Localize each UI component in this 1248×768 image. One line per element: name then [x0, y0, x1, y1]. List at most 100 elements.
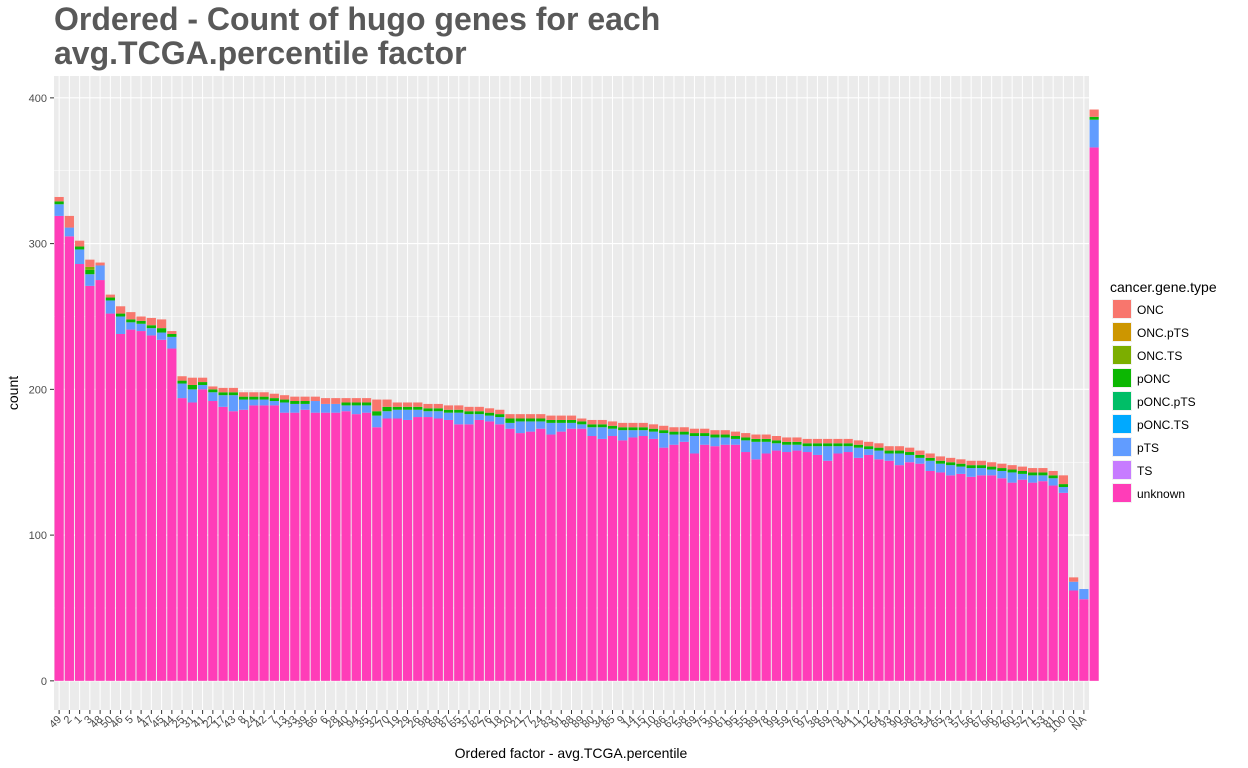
bar-segment-pTS	[505, 422, 515, 429]
bar-segment-pTS	[146, 328, 156, 336]
bar-segment-pTS	[238, 399, 249, 410]
bar-segment-pONC	[269, 398, 279, 402]
bar-segment-unknown	[864, 454, 874, 681]
bar-segment-unknown	[484, 421, 495, 681]
bar-segment-ONC	[956, 459, 966, 464]
bar-segment-ONC	[454, 405, 464, 410]
bar-segment-ONC	[741, 433, 751, 438]
bar-segment-unknown	[802, 452, 812, 681]
bar-segment-ONC	[382, 399, 392, 407]
bar-segment-pTS	[628, 430, 638, 438]
bar-segment-unknown	[382, 418, 392, 681]
bar-segment-unknown	[54, 215, 64, 681]
bar-segment-ONC	[64, 215, 74, 228]
legend-label-pONC.TS: pONC.TS	[1137, 418, 1189, 432]
bar-segment-ONC	[679, 427, 689, 432]
bar-segment-unknown	[853, 457, 864, 681]
bar-segment-ONC	[310, 396, 320, 402]
bar-segment-ONC	[915, 450, 925, 455]
bar-segment-pTS	[433, 411, 443, 419]
bar-segment-pONC	[976, 465, 987, 469]
bar-segment-pTS	[976, 468, 987, 476]
bar-segment-pONC	[833, 443, 843, 447]
bar-segment-ONC	[1017, 466, 1028, 471]
bar-segment-ONC	[126, 312, 136, 320]
bar-segment-pTS	[566, 422, 577, 429]
bar-segment-ONC	[946, 457, 956, 463]
bar-segment-pONC	[669, 431, 679, 435]
bar-segment-pTS	[874, 450, 884, 460]
bar-segment-pONC	[843, 443, 853, 447]
bar-segment-pONC	[167, 333, 177, 337]
y-tick-label: 200	[29, 384, 47, 396]
bar-segment-unknown	[95, 280, 105, 681]
bar-segment-unknown	[628, 437, 638, 681]
legend-swatch-ONC	[1113, 300, 1131, 318]
bar-segment-ONC	[300, 396, 310, 402]
bar-segment-pONC	[218, 392, 228, 396]
bar-segment-pTS	[1058, 487, 1068, 493]
bar-segment-unknown	[997, 478, 1007, 681]
bar-segment-pONC	[156, 328, 167, 333]
bar-segment-unknown	[85, 285, 95, 681]
bar-segment-pTS	[310, 401, 320, 413]
bar-segment-unknown	[320, 412, 331, 681]
bar-segment-ONC	[597, 419, 607, 425]
bar-segment-unknown	[792, 450, 802, 681]
bar-segment-unknown	[720, 444, 730, 681]
bar-segment-pTS	[700, 435, 710, 445]
bar-segment-pTS	[618, 430, 628, 441]
bar-segment-unknown	[843, 452, 853, 681]
bar-segment-unknown	[730, 444, 741, 681]
x-tick-label: 2	[62, 714, 75, 727]
bar-segment-unknown	[156, 339, 167, 681]
bar-segment-unknown	[566, 428, 577, 681]
x-tick-label: 85	[600, 714, 617, 731]
bar-segment-pTS	[853, 447, 864, 458]
bar-segment-pONC	[812, 443, 823, 447]
bar-segment-pTS	[320, 403, 331, 413]
bar-segment-pONC	[454, 409, 464, 413]
bar-segment-ONC	[802, 438, 812, 444]
bar-segment-unknown	[618, 440, 628, 681]
bar-segment-pONC	[802, 443, 812, 447]
bar-segment-pTS	[1048, 478, 1058, 486]
bar-segment-pTS	[925, 460, 935, 471]
bar-segment-ONC	[443, 405, 454, 410]
bar-segment-pTS	[279, 402, 290, 413]
bar-segment-ONC	[351, 398, 361, 403]
bar-segment-pONC	[1089, 116, 1099, 120]
bar-segment-ONC	[853, 440, 864, 445]
bar-segment-pTS	[269, 401, 279, 406]
bar-segment-unknown	[1079, 599, 1089, 681]
x-tick-label: 46	[109, 714, 126, 731]
bar-segment-pONC	[864, 446, 874, 450]
bar-segment-unknown	[1089, 147, 1099, 681]
bar-segment-ONC	[556, 415, 566, 420]
bar-segment-pTS	[228, 395, 238, 412]
bar-segment-pTS	[515, 421, 525, 434]
bar-segment-ONC	[536, 414, 546, 419]
bar-segment-pTS	[300, 403, 310, 410]
bar-segment-ONC	[402, 402, 413, 407]
bar-segment-ONC	[843, 438, 853, 444]
bars	[54, 109, 1099, 681]
bar-segment-ONC	[218, 387, 228, 393]
bar-segment-unknown	[536, 428, 546, 681]
bar-segment-pTS	[1007, 472, 1017, 483]
bar-segment-pTS	[587, 427, 597, 436]
bar-segment-pONC	[197, 382, 208, 385]
bar-segment-pONC	[423, 408, 433, 412]
bar-segment-ONC	[249, 392, 259, 397]
bar-segment-pTS	[443, 412, 454, 420]
bar-segment-unknown	[361, 412, 372, 681]
bar-segment-unknown	[638, 435, 648, 681]
bar-segment-pTS	[105, 300, 115, 314]
bar-segment-pONC	[54, 201, 64, 205]
bar-segment-unknown	[689, 453, 700, 681]
bar-segment-ONC	[874, 443, 884, 448]
bar-segment-pONC	[905, 452, 915, 455]
bar-segment-pONC	[115, 313, 126, 317]
bar-segment-pTS	[197, 384, 208, 390]
bar-segment-pTS	[392, 409, 402, 419]
